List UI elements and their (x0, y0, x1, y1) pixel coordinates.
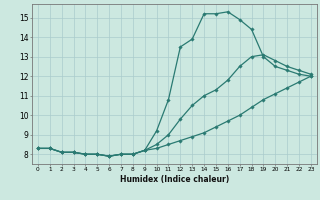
X-axis label: Humidex (Indice chaleur): Humidex (Indice chaleur) (120, 175, 229, 184)
